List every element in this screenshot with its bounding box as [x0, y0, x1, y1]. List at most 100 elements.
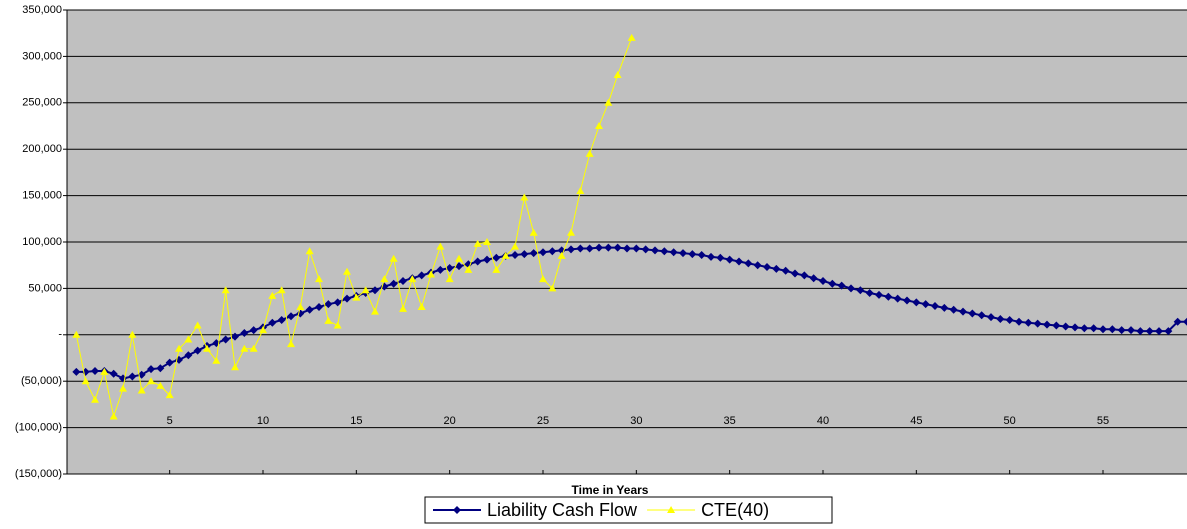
- triangle-marker: [361, 286, 370, 294]
- diamond-marker: [641, 245, 650, 254]
- diamond-marker: [669, 248, 678, 257]
- x-tick-label: 40: [817, 415, 829, 427]
- triangle-marker: [259, 326, 267, 334]
- diamond-marker: [492, 253, 501, 262]
- diamond-marker: [1136, 327, 1145, 336]
- triangle-marker: [137, 386, 146, 394]
- diamond-marker: [539, 248, 547, 257]
- diamond-marker: [156, 364, 165, 373]
- diamond-marker: [371, 286, 379, 295]
- diamond-marker: [193, 346, 202, 355]
- x-tick-label: 50: [1004, 415, 1016, 427]
- triangle-marker: [268, 291, 277, 299]
- diamond-marker: [1043, 320, 1051, 329]
- diamond-marker: [333, 298, 342, 307]
- diamond-marker: [837, 281, 846, 290]
- diamond-marker: [436, 265, 445, 274]
- diamond-marker: [651, 246, 659, 255]
- triangle-marker: [539, 275, 547, 283]
- diamond-marker: [268, 318, 277, 327]
- x-tick-label: 20: [444, 415, 456, 427]
- diamond-marker: [595, 243, 603, 252]
- y-tick-label: 350,000: [22, 4, 62, 16]
- x-tick-label: 30: [630, 415, 642, 427]
- triangle-marker: [109, 412, 118, 420]
- diamond-marker: [483, 255, 491, 264]
- diamond-marker: [1164, 327, 1173, 336]
- triangle-marker: [464, 265, 473, 273]
- diamond-marker: [623, 244, 631, 253]
- diamond-marker: [753, 261, 762, 270]
- triangle-marker: [585, 149, 594, 157]
- triangle-marker: [380, 275, 389, 283]
- diamond-marker: [884, 292, 893, 301]
- x-tick-label: 5: [167, 415, 173, 427]
- series-line: [75, 37, 633, 419]
- diamond-marker: [399, 276, 407, 285]
- triangle-marker: [128, 330, 137, 338]
- diamond-marker: [903, 296, 911, 305]
- diamond-marker: [968, 309, 977, 318]
- triangle-marker: [119, 384, 127, 392]
- diamond-marker: [1099, 325, 1107, 334]
- triangle-marker: [72, 330, 81, 338]
- diamond-marker: [324, 300, 333, 309]
- diamond-marker: [847, 284, 855, 293]
- diamond-marker: [949, 305, 958, 314]
- triangle-marker: [627, 33, 636, 41]
- triangle-marker: [604, 98, 613, 106]
- x-tick-label: 15: [350, 415, 362, 427]
- diamond-marker: [977, 311, 986, 320]
- y-tick-label: (50,000): [21, 375, 62, 387]
- y-tick-label: (150,000): [15, 468, 62, 480]
- diamond-marker: [912, 298, 921, 307]
- diamond-marker: [856, 286, 865, 295]
- triangle-marker: [296, 302, 305, 310]
- y-tick-label: 300,000: [22, 50, 62, 62]
- triangle-marker: [511, 242, 519, 250]
- diamond-marker: [987, 313, 995, 322]
- diamond-marker: [781, 266, 790, 275]
- diamond-marker: [613, 243, 622, 252]
- diamond-marker: [1117, 326, 1126, 335]
- triangle-marker: [333, 321, 342, 329]
- triangle-marker: [613, 70, 622, 78]
- diamond-marker: [165, 358, 174, 367]
- triangle-marker: [595, 122, 603, 129]
- y-tick-label: -: [58, 329, 62, 341]
- diamond-marker: [1080, 324, 1089, 333]
- triangle-marker: [184, 335, 193, 343]
- y-tick-label: 200,000: [22, 143, 62, 155]
- y-tick-label: 100,000: [22, 236, 62, 248]
- x-tick-label: 45: [910, 415, 922, 427]
- diamond-marker: [1183, 317, 1187, 326]
- diamond-marker: [221, 335, 230, 344]
- diamond-marker: [305, 305, 314, 314]
- diamond-marker: [1005, 315, 1014, 324]
- diamond-marker: [819, 276, 827, 285]
- triangle-marker: [193, 321, 202, 329]
- y-tick-label: 50,000: [28, 282, 62, 294]
- diamond-marker: [1145, 327, 1154, 336]
- legend-label: Liability Cash Flow: [487, 500, 638, 520]
- triangle-marker: [147, 377, 155, 385]
- diamond-marker: [716, 253, 725, 262]
- x-tick-label: 35: [724, 415, 736, 427]
- diamond-marker: [763, 263, 771, 272]
- triangle-marker: [417, 302, 426, 310]
- triangle-marker: [324, 316, 333, 324]
- diamond-marker: [1071, 323, 1079, 332]
- triangle-marker: [231, 363, 239, 371]
- diamond-marker: [109, 369, 118, 378]
- diamond-marker: [567, 245, 575, 254]
- diamond-marker: [688, 250, 697, 259]
- diamond-marker: [249, 326, 258, 335]
- diamond-marker: [417, 271, 426, 280]
- diamond-marker: [529, 249, 538, 258]
- diamond-marker: [1108, 325, 1117, 334]
- diamond-marker: [453, 506, 461, 514]
- triangle-marker: [165, 391, 174, 399]
- diamond-marker: [679, 249, 687, 258]
- triangle-marker: [100, 367, 109, 375]
